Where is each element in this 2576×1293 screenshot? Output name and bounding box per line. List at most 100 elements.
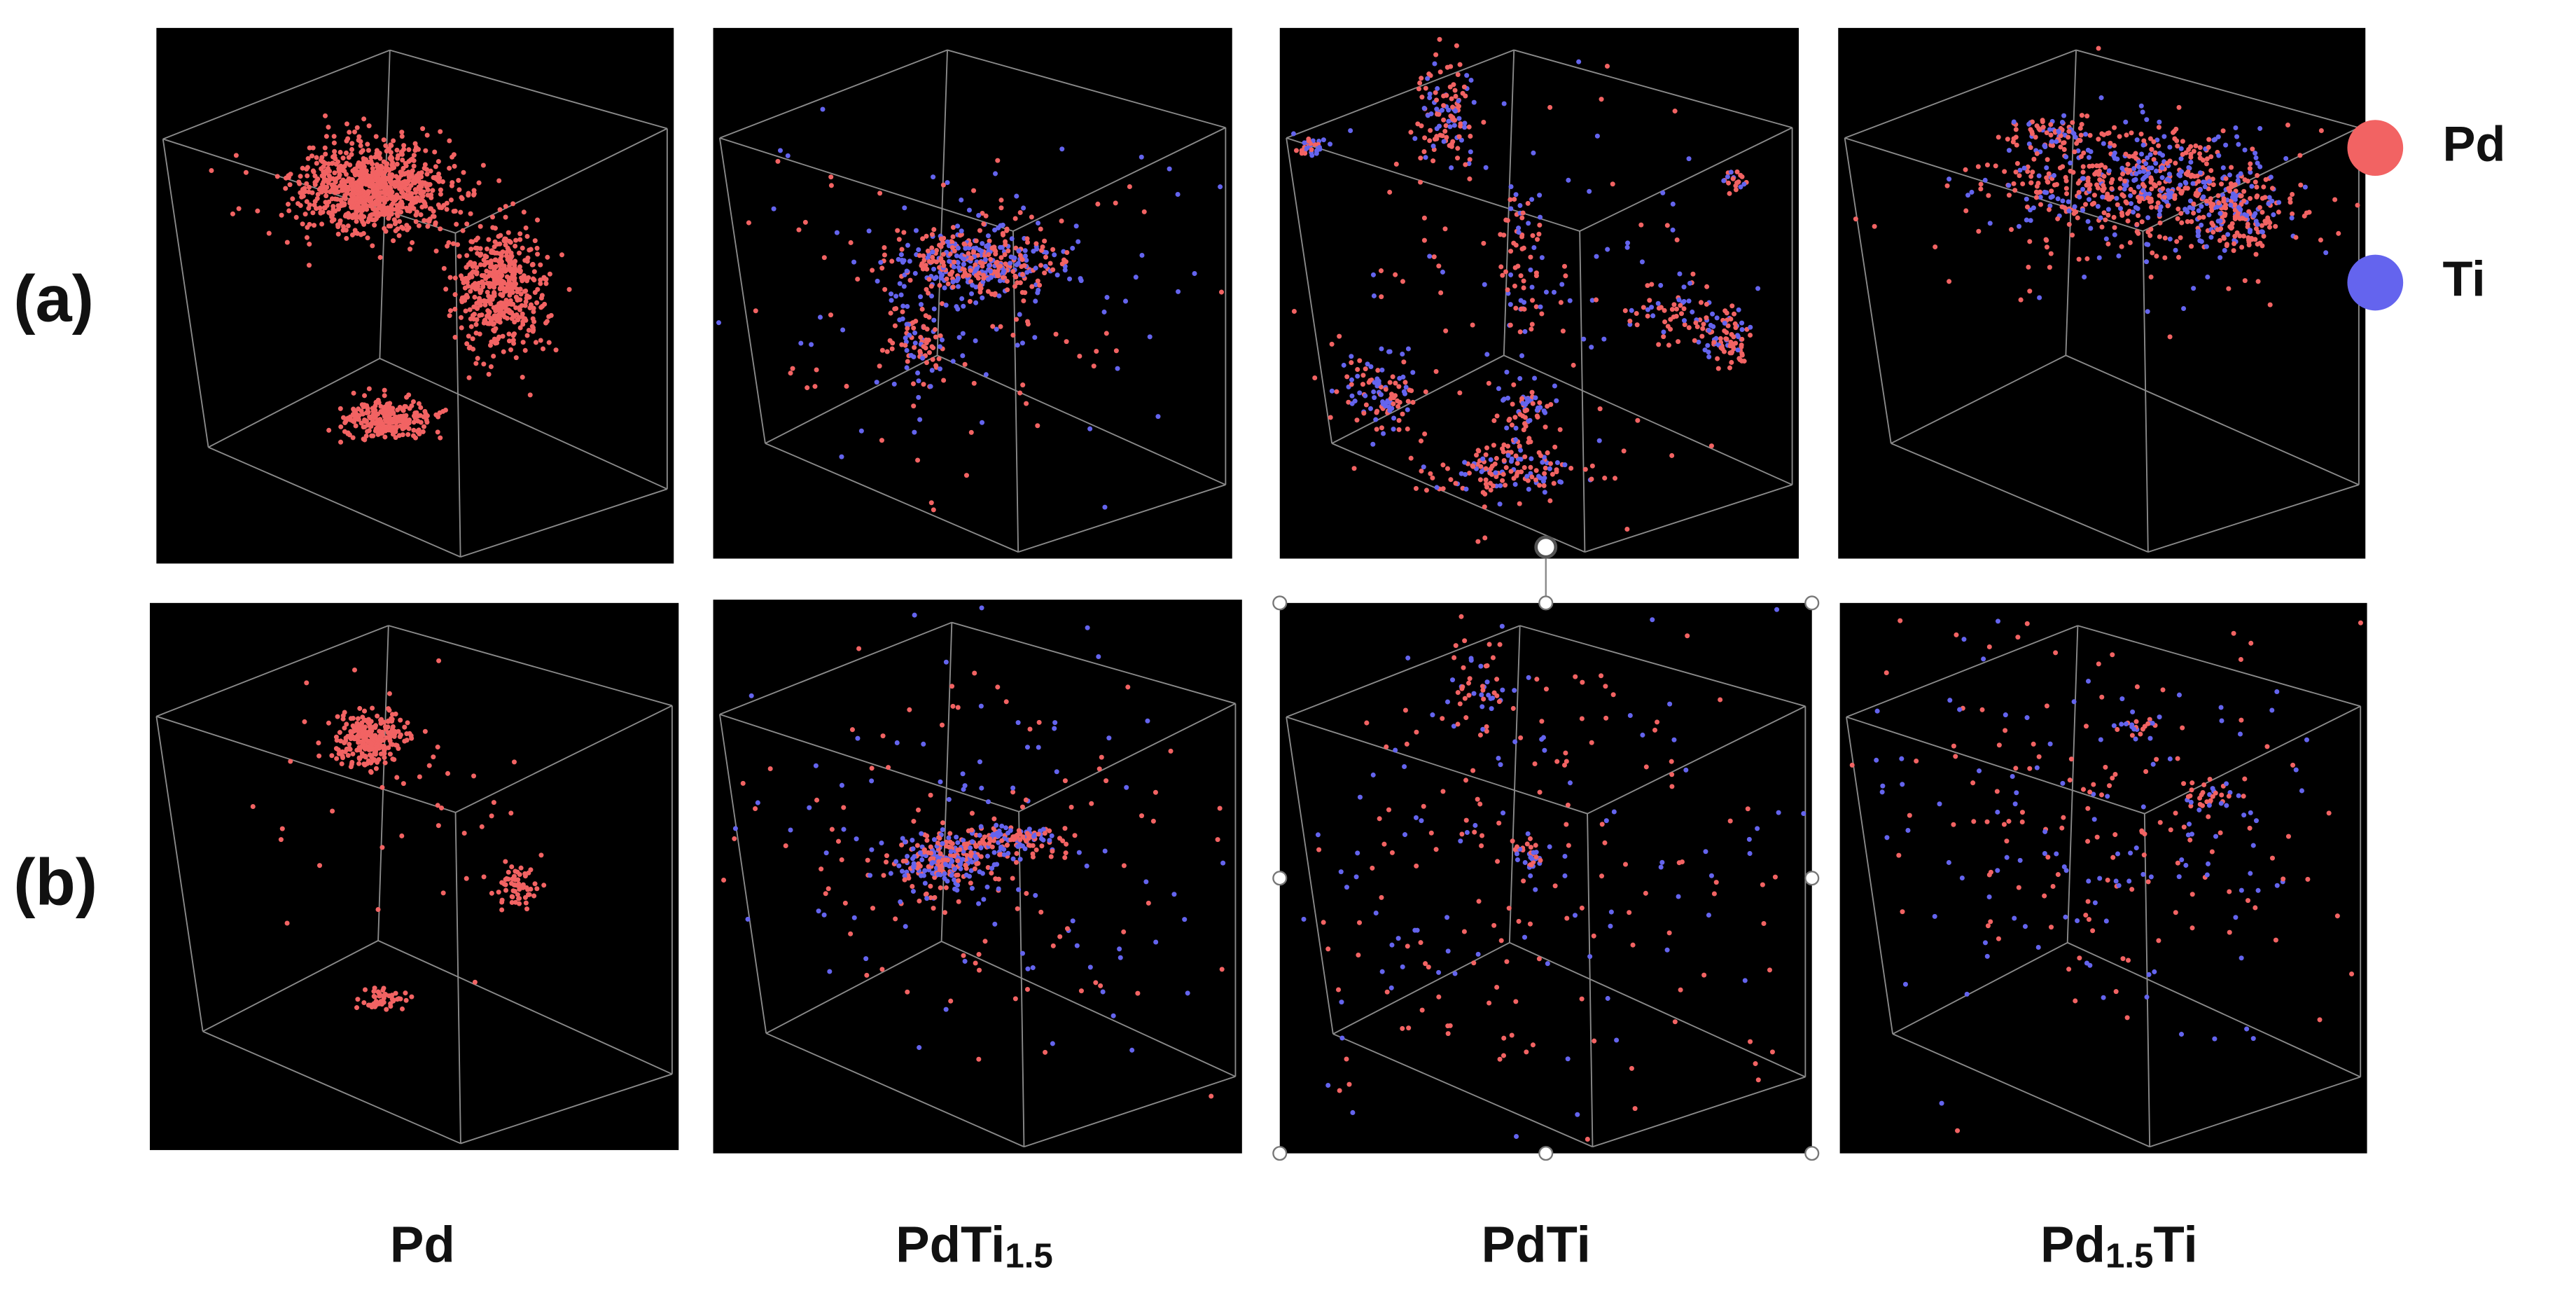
atom bbox=[543, 320, 549, 326]
atom bbox=[1443, 123, 1449, 128]
atom bbox=[415, 429, 421, 435]
atom bbox=[1033, 265, 1038, 271]
atom bbox=[946, 796, 952, 802]
atom bbox=[2129, 130, 2134, 136]
atom bbox=[2302, 213, 2307, 219]
atom bbox=[2175, 206, 2181, 212]
atom bbox=[329, 182, 335, 188]
atom bbox=[388, 142, 394, 148]
atom bbox=[2241, 188, 2247, 194]
atom bbox=[1541, 408, 1547, 414]
atom bbox=[2183, 181, 2189, 186]
atom bbox=[1513, 425, 1519, 431]
atom bbox=[1700, 326, 1706, 331]
atom bbox=[373, 766, 379, 771]
atom bbox=[388, 154, 394, 160]
atom bbox=[1551, 289, 1557, 295]
atom bbox=[338, 439, 344, 445]
atom bbox=[2276, 200, 2282, 205]
atom bbox=[377, 728, 382, 734]
atom bbox=[2253, 226, 2259, 232]
atom bbox=[1969, 189, 1975, 195]
atom bbox=[910, 883, 915, 889]
atom bbox=[436, 823, 441, 829]
atom bbox=[905, 326, 910, 331]
atom bbox=[534, 245, 540, 251]
atom bbox=[1508, 197, 1513, 202]
atom bbox=[368, 158, 374, 164]
atom bbox=[2096, 46, 2101, 51]
atom bbox=[1529, 326, 1534, 332]
atom bbox=[391, 238, 396, 244]
atom bbox=[2094, 170, 2099, 175]
atom bbox=[848, 240, 854, 245]
atom bbox=[2044, 165, 2049, 171]
atom bbox=[1725, 323, 1731, 329]
atom bbox=[2157, 234, 2162, 240]
atom bbox=[1715, 366, 1721, 371]
atom bbox=[1451, 123, 1457, 128]
atom bbox=[842, 900, 848, 906]
atom bbox=[900, 836, 905, 841]
atom bbox=[474, 270, 480, 275]
atom bbox=[962, 958, 968, 964]
atom bbox=[1594, 254, 1599, 259]
atom bbox=[1456, 104, 1461, 109]
atom bbox=[1501, 457, 1507, 463]
atom bbox=[1421, 215, 1427, 221]
atom bbox=[422, 162, 428, 167]
atom bbox=[939, 722, 945, 728]
atom bbox=[2059, 119, 2065, 125]
atom bbox=[538, 305, 544, 310]
atom bbox=[1014, 193, 1019, 199]
atom bbox=[1686, 325, 1692, 331]
atom bbox=[1681, 298, 1687, 304]
atom bbox=[403, 417, 409, 423]
atom bbox=[1458, 471, 1464, 476]
atom bbox=[2267, 302, 2273, 307]
atom bbox=[1019, 950, 1025, 956]
atom bbox=[2197, 155, 2203, 161]
atom bbox=[304, 199, 309, 205]
atom bbox=[425, 193, 431, 198]
atom bbox=[915, 457, 921, 463]
atom bbox=[1741, 181, 1747, 187]
atom bbox=[2082, 274, 2087, 279]
atom bbox=[464, 221, 470, 227]
atom bbox=[535, 286, 541, 292]
atom bbox=[369, 742, 375, 747]
atom bbox=[424, 167, 429, 172]
atom bbox=[968, 429, 974, 435]
atom bbox=[373, 399, 379, 405]
atom bbox=[903, 924, 908, 929]
atom bbox=[325, 165, 331, 171]
atom bbox=[959, 228, 964, 234]
atom bbox=[529, 262, 535, 268]
atom bbox=[2203, 244, 2209, 249]
atom bbox=[1000, 230, 1005, 236]
atom bbox=[1387, 189, 1393, 195]
atom bbox=[1513, 305, 1519, 311]
atom bbox=[370, 735, 375, 740]
atom bbox=[1470, 463, 1475, 469]
atom bbox=[981, 897, 987, 902]
atom bbox=[2024, 217, 2029, 223]
atom bbox=[424, 417, 429, 423]
atom bbox=[1096, 766, 1102, 772]
atom bbox=[1739, 174, 1745, 179]
atom bbox=[1075, 239, 1081, 244]
atom bbox=[1504, 425, 1510, 431]
atom bbox=[1489, 471, 1495, 477]
atom bbox=[1022, 263, 1027, 268]
atom bbox=[1466, 124, 1472, 130]
atom bbox=[424, 181, 430, 187]
atom bbox=[402, 424, 408, 430]
atom bbox=[912, 612, 917, 618]
atom bbox=[431, 754, 436, 760]
atom bbox=[911, 819, 917, 824]
atom bbox=[392, 221, 398, 226]
atom bbox=[1017, 857, 1023, 862]
atom bbox=[1401, 359, 1407, 365]
atom bbox=[974, 861, 980, 866]
cube-edge bbox=[454, 233, 461, 558]
